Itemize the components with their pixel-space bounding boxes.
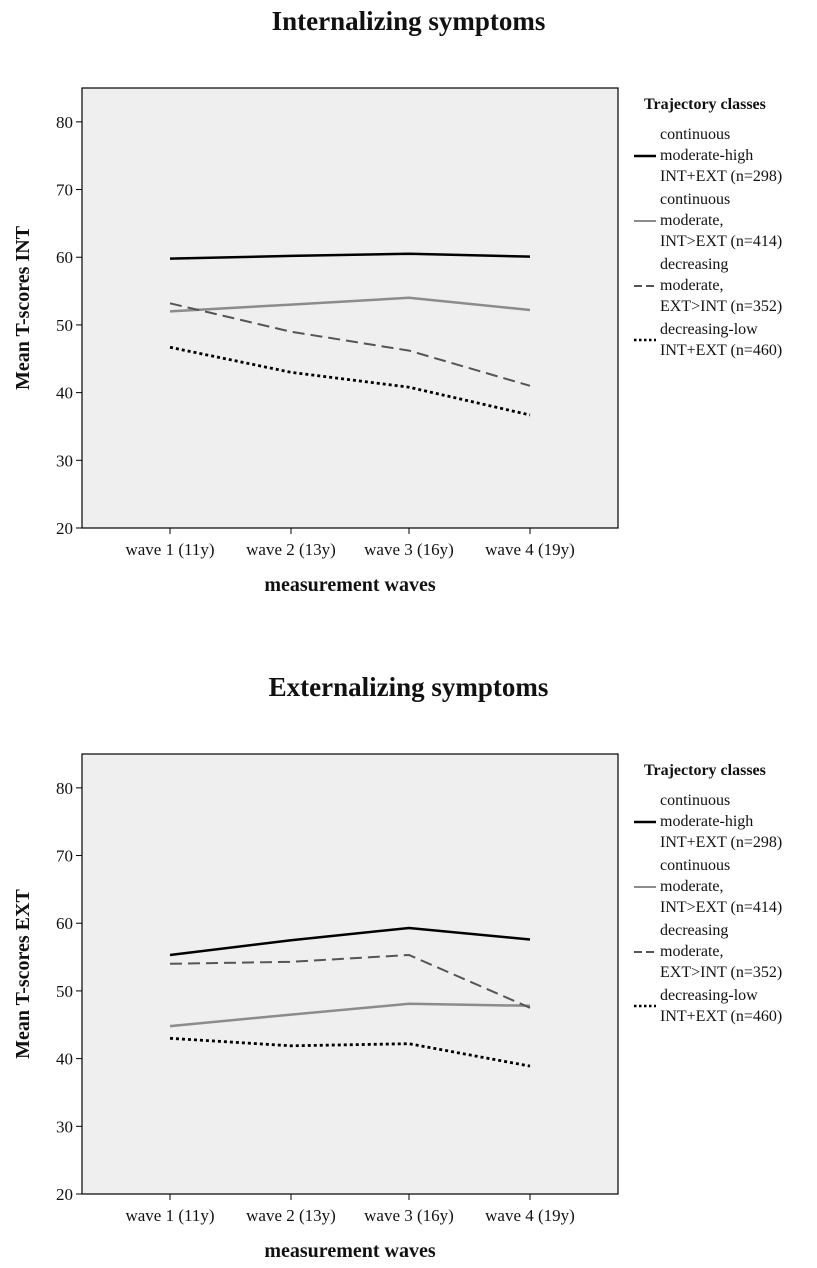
legend-title: Trajectory classes bbox=[644, 762, 766, 779]
x-tick-label: wave 1 (11y) bbox=[125, 1206, 214, 1225]
x-tick-label: wave 2 (13y) bbox=[246, 540, 336, 559]
legend-swatch-decreasing-moderate bbox=[634, 951, 656, 953]
series-line-0 bbox=[169, 252, 531, 260]
legend-item: continuous moderate-high INT+EXT (n=298) bbox=[634, 124, 817, 187]
legend-swatch-continuous-moderate bbox=[634, 886, 656, 888]
legend-label: decreasing-low INT+EXT (n=460) bbox=[660, 321, 783, 359]
y-tick-label: 40 bbox=[56, 1050, 73, 1069]
x-axis-label: measurement waves bbox=[264, 1240, 436, 1262]
plot-area bbox=[81, 87, 619, 529]
y-axis-label: Mean T-scores EXT bbox=[12, 889, 34, 1059]
series-line-1 bbox=[169, 296, 531, 313]
y-tick-label: 20 bbox=[56, 519, 73, 538]
legend: Trajectory classes continuous moderate-h… bbox=[634, 762, 817, 1029]
legend-label: continuous moderate-high INT+EXT (n=298) bbox=[660, 792, 783, 851]
chart-externalizing: 20 30 40 50 60 70 80 wave 1 (11y) wave 2 (13y) wa… bbox=[0, 666, 817, 1266]
legend-item: decreasing moderate, EXT>INT (n=352) bbox=[634, 920, 817, 983]
y-tick-label: 20 bbox=[56, 1185, 73, 1204]
chart-internalizing: 20 30 40 50 60 70 80 wave 1 (11y) wave 2 (13y) wa… bbox=[0, 0, 817, 600]
legend-label: continuous moderate, INT>EXT (n=414) bbox=[660, 857, 783, 916]
chart-title: Externalizing symptoms bbox=[268, 672, 549, 702]
x-tick-label: wave 3 (16y) bbox=[364, 540, 454, 559]
y-tick-label: 50 bbox=[56, 316, 73, 335]
y-tick-label: 30 bbox=[56, 1117, 73, 1136]
plot-area bbox=[81, 753, 619, 1195]
series-line-3 bbox=[169, 1036, 531, 1068]
y-tick-label: 80 bbox=[56, 113, 73, 132]
legend-swatch-continuous-moderate-high bbox=[634, 820, 656, 824]
legend-label: decreasing moderate, EXT>INT (n=352) bbox=[660, 256, 783, 315]
legend: Trajectory classes continuous moderate-h… bbox=[634, 96, 817, 363]
legend-item: continuous moderate, INT>EXT (n=414) bbox=[634, 855, 817, 918]
y-tick-label: 50 bbox=[56, 982, 73, 1001]
series-line-2 bbox=[169, 953, 531, 1009]
legend-item: decreasing-low INT+EXT (n=460) bbox=[634, 319, 817, 361]
legend-item: decreasing moderate, EXT>INT (n=352) bbox=[634, 254, 817, 317]
y-tick-label: 80 bbox=[56, 779, 73, 798]
legend-swatch-continuous-moderate-high bbox=[634, 154, 656, 158]
legend-swatch-decreasing-moderate bbox=[634, 285, 656, 287]
legend-swatch-decreasing-low bbox=[634, 1004, 656, 1008]
x-tick-label: wave 4 (19y) bbox=[485, 540, 575, 559]
legend-label: continuous moderate-high INT+EXT (n=298) bbox=[660, 126, 783, 185]
x-tick-label: wave 4 (19y) bbox=[485, 1206, 575, 1225]
legend-swatch-decreasing-low bbox=[634, 338, 656, 342]
legend-item: continuous moderate-high INT+EXT (n=298) bbox=[634, 790, 817, 853]
chart-externalizing-svg: 20 30 40 50 60 70 80 wave 1 (11y) wave 2 (13y) wa… bbox=[56, 753, 619, 1225]
x-tick-label: wave 2 (13y) bbox=[246, 1206, 336, 1225]
x-axis-label: measurement waves bbox=[264, 574, 436, 596]
x-tick-label: wave 3 (16y) bbox=[364, 1206, 454, 1225]
legend-label: continuous moderate, INT>EXT (n=414) bbox=[660, 191, 783, 250]
x-tick-label: wave 1 (11y) bbox=[125, 540, 214, 559]
legend-item: decreasing-low INT+EXT (n=460) bbox=[634, 985, 817, 1027]
chart-internalizing-svg: 20 30 40 50 60 70 80 wave 1 (11y) wave 2 (13y) wa… bbox=[56, 87, 619, 559]
series-line-1 bbox=[169, 1002, 531, 1028]
legend-swatch-continuous-moderate bbox=[634, 220, 656, 222]
y-tick-label: 60 bbox=[56, 248, 73, 267]
y-axis-label: Mean T-scores INT bbox=[12, 225, 34, 391]
y-tick-label: 30 bbox=[56, 451, 73, 470]
legend-label: decreasing-low INT+EXT (n=460) bbox=[660, 987, 783, 1025]
y-tick-label: 70 bbox=[56, 847, 73, 866]
legend-label: decreasing moderate, EXT>INT (n=352) bbox=[660, 922, 783, 981]
series-line-0 bbox=[169, 926, 531, 957]
legend-title: Trajectory classes bbox=[644, 96, 766, 113]
series-line-3 bbox=[169, 345, 531, 417]
y-tick-label: 40 bbox=[56, 384, 73, 403]
series-line-2 bbox=[169, 302, 531, 387]
y-tick-label: 60 bbox=[56, 914, 73, 933]
y-tick-label: 70 bbox=[56, 181, 73, 200]
chart-title: Internalizing symptoms bbox=[271, 6, 546, 36]
legend-item: continuous moderate, INT>EXT (n=414) bbox=[634, 189, 817, 252]
